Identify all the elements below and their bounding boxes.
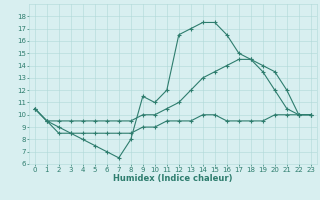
X-axis label: Humidex (Indice chaleur): Humidex (Indice chaleur): [113, 174, 233, 183]
